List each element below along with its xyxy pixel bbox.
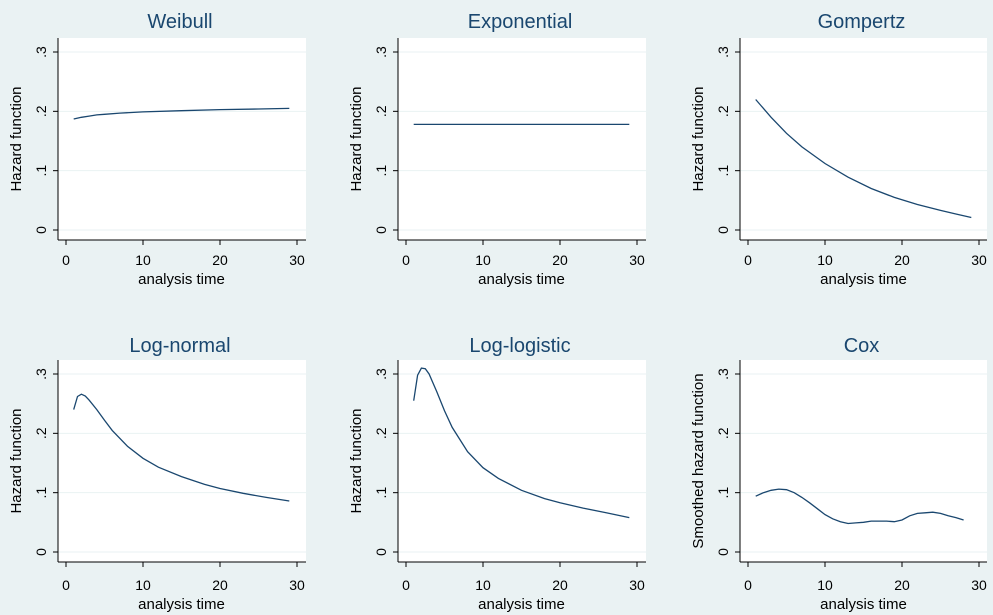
y-tick-label: 0 [33, 226, 49, 234]
plot-area [398, 38, 646, 240]
plot-area [740, 38, 987, 240]
y-tick-label: .1 [33, 165, 49, 177]
x-tick-label: 30 [629, 252, 645, 268]
hazard-curve [73, 107, 290, 120]
panel-title: Log-logistic [469, 335, 570, 357]
y-tick-label: 0 [373, 548, 389, 556]
y-tick-label: .3 [373, 368, 389, 380]
panel-cox: 0 .1 .2 .3 0 10 20 30 analysis time Smoothed haza… [690, 335, 987, 613]
y-tick-label: .3 [373, 46, 389, 58]
x-tick-label: 0 [744, 252, 752, 268]
x-tick-label: 30 [971, 252, 987, 268]
panel-title: Gompertz [818, 11, 906, 33]
y-tick-label: .2 [715, 427, 731, 439]
y-axis-label: Hazard function [690, 86, 707, 191]
x-tick-label: 0 [402, 252, 410, 268]
hazard-curve [755, 99, 972, 219]
hazard-curve [73, 393, 290, 502]
y-axis-label: Hazard function [8, 408, 25, 513]
x-axis-label: analysis time [478, 271, 565, 288]
y-tick-label: .3 [33, 368, 49, 380]
panel-title: Exponential [468, 11, 573, 33]
x-tick-label: 20 [894, 577, 910, 593]
panel-gompertz: 0 .1 .2 .3 0 10 20 30 analysis time Hazard functi… [690, 11, 987, 288]
y-tick-label: .1 [373, 165, 389, 177]
x-tick-label: 10 [817, 577, 833, 593]
y-tick-label: 0 [373, 226, 389, 234]
x-tick-label: 20 [552, 577, 568, 593]
plot-area [398, 360, 646, 562]
y-tick-label: .2 [33, 427, 49, 439]
x-tick-label: 0 [62, 252, 70, 268]
y-tick-label: .1 [715, 487, 731, 499]
panel-log-normal: 0 .1 .2 .3 0 10 20 30 analysis time Hazard functi… [8, 335, 306, 613]
y-tick-label: .3 [715, 368, 731, 380]
y-axis-label: Hazard function [348, 408, 365, 513]
x-tick-label: 0 [402, 577, 410, 593]
x-tick-label: 10 [475, 577, 491, 593]
x-tick-label: 30 [289, 577, 305, 593]
y-tick-label: 0 [715, 548, 731, 556]
panel-log-logistic: 0 .1 .2 .3 0 10 20 30 analysis time Hazard functi… [348, 335, 646, 613]
panel-title: Log-normal [129, 335, 230, 357]
x-tick-label: 10 [135, 577, 151, 593]
x-axis-label: analysis time [138, 596, 225, 613]
panel-exponential: 0 .1 .2 .3 0 10 20 30 analysis time Hazard functi… [348, 11, 646, 288]
panel-title: Weibull [147, 11, 212, 33]
y-tick-label: 0 [33, 548, 49, 556]
plot-area [58, 38, 306, 240]
hazard-curve [413, 367, 630, 519]
panel-weibull: 0 .1 .2 .3 0 10 20 30 analysis time Hazard functi… [8, 11, 306, 288]
plot-area [740, 360, 987, 562]
y-axis-label: Hazard function [348, 86, 365, 191]
x-tick-label: 0 [62, 577, 70, 593]
x-tick-label: 30 [289, 252, 305, 268]
y-tick-label: .2 [715, 105, 731, 117]
y-tick-label: .3 [715, 46, 731, 58]
x-axis-label: analysis time [138, 271, 225, 288]
plot-area [58, 360, 306, 562]
x-tick-label: 30 [971, 577, 987, 593]
x-axis-label: analysis time [820, 596, 907, 613]
x-tick-label: 20 [552, 252, 568, 268]
x-axis-label: analysis time [820, 271, 907, 288]
y-tick-label: .1 [715, 165, 731, 177]
x-tick-label: 0 [744, 577, 752, 593]
x-tick-label: 30 [629, 577, 645, 593]
x-tick-label: 20 [212, 252, 228, 268]
y-tick-label: .1 [33, 487, 49, 499]
x-tick-label: 20 [212, 577, 228, 593]
panel-title: Cox [844, 335, 880, 357]
y-tick-label: .3 [33, 46, 49, 58]
y-axis-label: Smoothed hazard function [690, 373, 707, 548]
x-tick-label: 10 [475, 252, 491, 268]
y-tick-label: .1 [373, 487, 389, 499]
y-axis-label: Hazard function [8, 86, 25, 191]
y-tick-label: .2 [33, 105, 49, 117]
x-axis-label: analysis time [478, 596, 565, 613]
x-tick-label: 20 [894, 252, 910, 268]
x-tick-label: 10 [817, 252, 833, 268]
y-tick-label: .2 [373, 427, 389, 439]
y-tick-label: .2 [373, 105, 389, 117]
y-tick-label: 0 [715, 226, 731, 234]
hazard-curve [755, 488, 964, 525]
x-tick-label: 10 [135, 252, 151, 268]
